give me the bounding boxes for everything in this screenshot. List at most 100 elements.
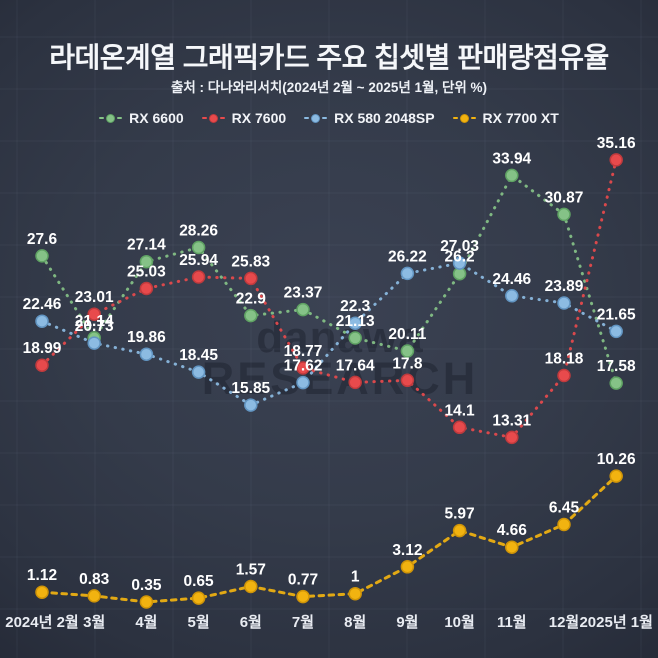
data-point-rx-7700-xt <box>35 585 49 599</box>
data-point-rx-6600 <box>244 308 258 323</box>
data-point-rx-580-2048sp <box>557 296 571 310</box>
series-line-rx-580-2048sp <box>40 261 618 407</box>
legend: RX 6600 RX 7600 RX 580 2048SP RX 7700 XT <box>0 110 658 126</box>
data-point-label-rx-7700-xt: 10.26 <box>597 451 636 468</box>
data-point-label-rx-6600: 22.9 <box>236 291 267 308</box>
data-point-label-rx-580-2048sp: 27.03 <box>440 238 479 255</box>
data-point-rx-6600 <box>348 331 362 345</box>
data-point-label-rx-7700-xt: 4.66 <box>497 522 528 539</box>
data-point-label-rx-6600: 26.2 <box>445 249 475 266</box>
data-point-label-rx-580-2048sp: 21.65 <box>597 306 636 323</box>
data-point-label-rx-7700-xt: 0.65 <box>184 573 215 590</box>
series-line-rx-6600 <box>40 173 618 385</box>
legend-item-rx-6600: RX 6600 <box>99 110 184 126</box>
legend-item-rx-7700-xt: RX 7700 XT <box>452 110 559 126</box>
data-point-rx-7600 <box>400 373 415 388</box>
data-point-label-rx-580-2048sp: 24.46 <box>492 271 531 288</box>
data-point-label-rx-580-2048sp: 18.45 <box>179 347 218 364</box>
data-point-rx-7600 <box>505 430 519 445</box>
data-point-label-rx-7700-xt: 0.83 <box>79 571 110 588</box>
data-point-label-rx-7600: 25.94 <box>179 252 218 269</box>
x-axis-label: 2025년 1월 <box>579 614 652 631</box>
data-point-label-rx-7600: 25.83 <box>231 253 270 270</box>
data-point-rx-580-2048sp <box>296 375 310 390</box>
x-axis-label: 2024년 2월 <box>5 614 78 631</box>
data-point-label-rx-580-2048sp: 23.89 <box>545 278 584 295</box>
data-point-rx-580-2048sp <box>609 324 623 339</box>
data-point-rx-7700-xt <box>244 579 258 594</box>
data-point-label-rx-6600: 21.13 <box>336 313 375 330</box>
data-point-label-rx-580-2048sp: 20.73 <box>75 318 114 335</box>
data-point-label-rx-7700-xt: 0.77 <box>288 572 318 589</box>
legend-marker-icon <box>304 113 328 123</box>
data-point-rx-7600 <box>244 271 258 286</box>
legend-label: RX 7700 XT <box>482 110 559 126</box>
data-point-label-rx-7600: 18.99 <box>23 340 62 357</box>
data-point-rx-7700-xt <box>87 589 101 603</box>
data-point-label-rx-7700-xt: 1 <box>351 569 360 586</box>
data-point-rx-6600 <box>557 207 571 222</box>
legend-label: RX 6600 <box>129 110 184 126</box>
data-point-label-rx-7600: 14.1 <box>445 402 476 419</box>
data-point-rx-6600 <box>139 254 154 269</box>
data-point-rx-7600 <box>139 281 154 296</box>
data-point-rx-7600 <box>452 420 467 435</box>
data-point-label-rx-7600: 18.18 <box>545 351 584 368</box>
data-point-label-rx-6600: 17.58 <box>597 358 636 375</box>
data-point-rx-580-2048sp <box>139 347 154 361</box>
data-point-rx-7700-xt <box>557 517 571 532</box>
x-axis-label: 3월 <box>83 614 105 631</box>
data-point-rx-580-2048sp <box>191 365 206 379</box>
x-axis-label: 5월 <box>188 614 210 631</box>
data-point-label-rx-7600: 25.03 <box>127 264 166 281</box>
data-point-rx-580-2048sp <box>35 314 49 328</box>
legend-label: RX 7600 <box>231 110 287 126</box>
legend-marker-icon <box>99 113 123 123</box>
data-point-label-rx-7700-xt: 1.57 <box>236 562 266 579</box>
legend-item-rx-7600: RX 7600 <box>201 110 287 126</box>
data-point-label-rx-7600: 35.16 <box>597 135 636 152</box>
x-axis-label: 9월 <box>396 614 418 631</box>
watermark-line2: RESEARCH <box>201 353 479 405</box>
data-point-rx-580-2048sp <box>348 316 362 330</box>
data-point-label-rx-580-2048sp: 22.46 <box>23 296 62 313</box>
data-point-label-rx-7700-xt: 6.45 <box>549 500 580 517</box>
data-point-label-rx-7700-xt: 1.12 <box>27 567 57 584</box>
data-point-rx-6600 <box>35 249 49 263</box>
data-point-rx-7600 <box>557 368 571 383</box>
x-axis-label: 11월 <box>497 614 527 631</box>
data-point-label-rx-7700-xt: 3.12 <box>392 542 422 559</box>
data-point-rx-7600 <box>191 270 206 284</box>
x-axis-label: 12월 <box>549 614 580 631</box>
data-point-label-rx-6600: 33.94 <box>492 150 531 167</box>
data-point-rx-580-2048sp <box>87 336 101 350</box>
data-point-rx-7700-xt <box>191 591 206 605</box>
data-point-rx-7700-xt <box>139 595 154 609</box>
data-point-label-rx-6600: 27.6 <box>27 231 58 248</box>
data-point-label-rx-7700-xt: 5.97 <box>445 506 475 523</box>
data-point-label-rx-6600: 30.87 <box>545 189 584 206</box>
data-point-rx-7700-xt <box>348 586 362 601</box>
series-line-rx-7600 <box>40 158 618 439</box>
series-line-rx-7700-xt <box>40 474 618 604</box>
data-point-label-rx-7600: 13.31 <box>492 412 531 429</box>
data-point-label-rx-7600: 18.77 <box>284 343 323 360</box>
data-point-rx-580-2048sp <box>400 266 415 281</box>
chart-subtitle: 출처 : 다나와리서치(2024년 2월 ~ 2025년 1월, 단위 %) <box>170 80 488 95</box>
legend-marker-icon <box>452 113 476 123</box>
chart-title: 라데온계열 그래픽카드 주요 칩셋별 판매량점유율 <box>49 42 609 73</box>
legend-item-rx-580-2048sp: RX 580 2048SP <box>304 110 435 126</box>
data-point-rx-7700-xt <box>400 560 415 574</box>
data-point-rx-7700-xt <box>296 589 310 604</box>
data-point-rx-7600 <box>87 307 101 321</box>
data-point-rx-7700-xt <box>505 540 519 554</box>
data-point-rx-6600 <box>296 302 310 317</box>
data-point-rx-580-2048sp <box>452 256 467 270</box>
data-point-label-rx-580-2048sp: 19.86 <box>127 329 166 346</box>
data-point-label-rx-6600: 27.14 <box>127 237 166 254</box>
data-point-label-rx-7600: 23.01 <box>75 289 114 306</box>
data-point-label-rx-6600: 23.37 <box>284 285 323 302</box>
data-point-label-rx-6600: 20.11 <box>388 326 426 343</box>
data-point-label-rx-7700-xt: 0.35 <box>131 577 162 594</box>
